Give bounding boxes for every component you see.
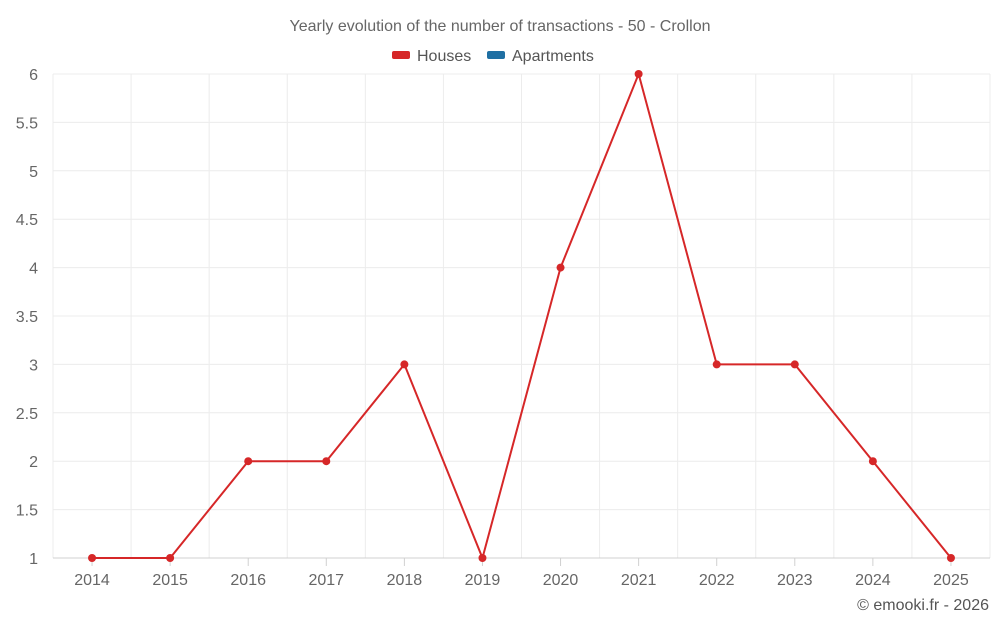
data-point-houses[interactable]: [868, 457, 877, 466]
x-tick-label: 2023: [777, 572, 813, 589]
legend-swatch-houses: [392, 51, 410, 59]
axes: 1 1.5 2 2.5 3 3.5 4 4.5 5 5.5 6 2014 2015 2016 2017 201…: [16, 67, 969, 589]
data-point-houses[interactable]: [478, 554, 487, 562]
y-tick-label: 4: [29, 261, 38, 278]
data-point-houses[interactable]: [88, 554, 97, 562]
y-tick-label: 3: [29, 357, 38, 374]
data-point-houses[interactable]: [244, 457, 253, 466]
x-tick-label: 2022: [699, 572, 735, 589]
legend-label-houses: Houses: [417, 48, 471, 65]
legend-item-apartments[interactable]: Apartments: [487, 48, 594, 65]
y-tick-label: 5: [29, 164, 38, 181]
data-point-houses[interactable]: [790, 360, 799, 369]
chart-title: Yearly evolution of the number of transa…: [290, 18, 711, 35]
data-point-houses[interactable]: [634, 70, 643, 78]
series: [88, 70, 955, 562]
y-tick-label: 6: [29, 67, 38, 84]
y-tick-label: 2: [29, 454, 38, 471]
legend-label-apartments: Apartments: [512, 48, 594, 65]
legend: Houses Apartments: [392, 48, 594, 65]
data-point-houses[interactable]: [166, 554, 175, 562]
x-tick-label: 2016: [230, 572, 266, 589]
data-point-houses[interactable]: [322, 457, 331, 466]
legend-item-houses[interactable]: Houses: [392, 48, 471, 65]
legend-swatch-apartments: [487, 51, 505, 59]
x-tick-label: 2018: [387, 572, 423, 589]
y-tick-label: 5.5: [16, 115, 38, 132]
x-tick-label: 2014: [74, 572, 110, 589]
y-tick-label: 1: [29, 551, 38, 568]
grid: [52, 73, 991, 559]
data-point-houses[interactable]: [946, 554, 955, 562]
series-line-houses: [92, 73, 952, 559]
x-tick-label: 2019: [465, 572, 501, 589]
data-point-houses[interactable]: [556, 263, 565, 272]
x-tick-label: 2020: [543, 572, 579, 589]
x-tick-label: 2025: [933, 572, 969, 589]
credit-text: © emooki.fr - 2026: [857, 597, 989, 614]
x-tick-label: 2021: [621, 572, 657, 589]
x-tick-label: 2024: [855, 572, 891, 589]
y-tick-label: 2.5: [16, 406, 38, 423]
x-tick-label: 2017: [308, 572, 344, 589]
data-point-houses[interactable]: [712, 360, 721, 369]
data-point-houses[interactable]: [400, 360, 409, 369]
y-tick-label: 4.5: [16, 212, 38, 229]
x-tick-label: 2015: [152, 572, 188, 589]
y-tick-label: 1.5: [16, 503, 38, 520]
y-tick-label: 3.5: [16, 309, 38, 326]
